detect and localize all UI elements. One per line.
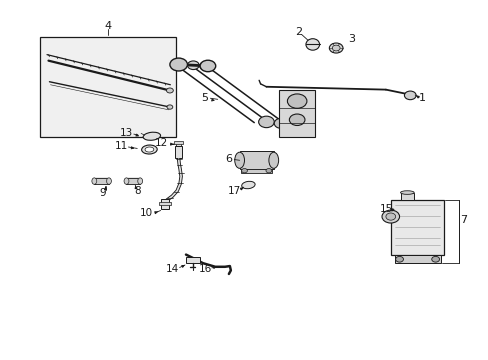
Bar [185, 257, 199, 263]
Bar [40, 37, 176, 137]
Text: 6: 6 [225, 154, 232, 164]
Bar [400, 193, 413, 200]
Circle shape [385, 213, 395, 220]
Circle shape [431, 256, 439, 262]
Ellipse shape [92, 178, 97, 184]
Ellipse shape [145, 147, 154, 152]
Circle shape [404, 91, 415, 100]
Text: 17: 17 [228, 186, 241, 196]
Text: 7: 7 [459, 215, 467, 225]
Text: 4: 4 [104, 21, 111, 31]
Bar [160, 199, 169, 209]
Bar [394, 255, 440, 263]
Ellipse shape [305, 39, 319, 50]
Ellipse shape [241, 181, 255, 189]
Text: 12: 12 [155, 139, 168, 148]
Ellipse shape [138, 178, 142, 184]
Bar [239, 151, 273, 169]
Circle shape [166, 105, 172, 109]
Ellipse shape [124, 178, 129, 184]
Circle shape [331, 45, 339, 51]
Text: 8: 8 [134, 186, 140, 197]
Circle shape [199, 62, 211, 70]
Ellipse shape [106, 178, 111, 184]
Circle shape [289, 114, 305, 126]
Circle shape [287, 94, 306, 108]
Text: 13: 13 [120, 129, 133, 138]
Bar [175, 146, 182, 158]
Ellipse shape [142, 145, 157, 154]
Ellipse shape [268, 152, 278, 168]
Circle shape [265, 168, 271, 173]
Text: 16: 16 [199, 264, 212, 274]
Circle shape [171, 59, 185, 69]
Circle shape [381, 210, 399, 223]
Text: 15: 15 [380, 204, 393, 214]
Circle shape [395, 256, 403, 262]
Circle shape [274, 118, 287, 129]
Circle shape [329, 43, 342, 53]
Circle shape [166, 88, 173, 93]
Bar [174, 141, 183, 144]
Text: 2: 2 [295, 27, 302, 37]
Text: 3: 3 [347, 35, 355, 44]
Bar [158, 202, 171, 205]
Text: 11: 11 [115, 141, 128, 151]
Circle shape [169, 58, 187, 71]
Bar [126, 178, 140, 184]
Bar [278, 90, 315, 137]
Circle shape [258, 116, 274, 128]
Text: 9: 9 [100, 188, 106, 198]
Text: 14: 14 [165, 264, 179, 274]
Bar [240, 168, 272, 173]
Text: 10: 10 [139, 208, 152, 219]
Circle shape [200, 60, 215, 72]
Text: 1: 1 [418, 93, 425, 103]
Ellipse shape [143, 132, 160, 140]
Circle shape [241, 168, 247, 173]
Bar [390, 200, 444, 255]
Text: 5: 5 [201, 93, 207, 103]
Circle shape [187, 61, 199, 69]
Bar [176, 142, 181, 150]
Ellipse shape [234, 152, 244, 168]
Ellipse shape [400, 191, 413, 194]
Bar [94, 178, 109, 184]
